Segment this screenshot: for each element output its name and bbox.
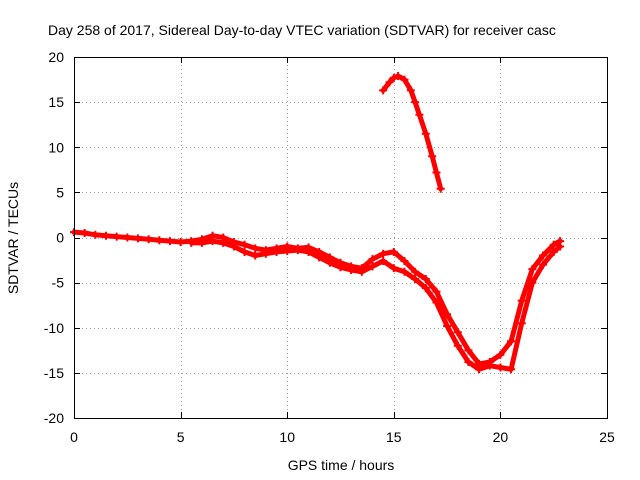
data-point xyxy=(325,258,334,267)
data-point xyxy=(549,247,558,256)
y-tick-label: -5 xyxy=(52,275,65,291)
data-point xyxy=(208,237,217,246)
data-point xyxy=(251,244,260,253)
data-point xyxy=(304,247,313,256)
y-tick-label: -20 xyxy=(44,410,64,426)
data-point xyxy=(517,319,526,328)
data-point xyxy=(336,263,345,272)
data-point xyxy=(197,238,206,247)
data-point xyxy=(315,253,324,262)
data-point xyxy=(112,232,121,241)
data-point xyxy=(453,328,462,337)
data-point xyxy=(240,240,249,249)
y-tick-label: 5 xyxy=(56,184,64,200)
data-point xyxy=(556,242,565,251)
data-point xyxy=(507,365,516,374)
x-tick-label: 15 xyxy=(386,429,402,445)
data-point xyxy=(389,247,398,256)
data-point xyxy=(421,129,430,138)
data-point xyxy=(229,242,238,251)
data-point xyxy=(496,350,505,359)
data-point xyxy=(219,238,228,247)
data-point xyxy=(368,255,377,264)
y-tick-label: 20 xyxy=(48,49,64,65)
data-point xyxy=(347,265,356,274)
data-point xyxy=(475,365,484,374)
data-point xyxy=(528,278,537,287)
x-tick-label: 20 xyxy=(493,429,509,445)
data-point xyxy=(400,256,409,265)
data-point xyxy=(283,247,292,256)
data-point xyxy=(357,267,366,276)
data-point xyxy=(389,264,398,273)
y-tick-label: 10 xyxy=(48,139,64,155)
data-point xyxy=(385,78,394,87)
data-point xyxy=(144,235,153,244)
x-tick-label: 25 xyxy=(599,429,615,445)
data-point xyxy=(389,73,398,82)
data-point xyxy=(453,341,462,350)
data-point xyxy=(428,152,437,161)
data-point xyxy=(187,238,196,247)
data-point xyxy=(485,361,494,370)
y-tick-label: 0 xyxy=(56,230,64,246)
data-point xyxy=(432,298,441,307)
data-point xyxy=(80,228,89,237)
data-point xyxy=(443,321,452,330)
data-point xyxy=(436,184,445,193)
chart-title: Day 258 of 2017, Sidereal Day-to-day VTE… xyxy=(48,22,556,38)
x-axis-label: GPS time / hours xyxy=(288,457,395,473)
data-point xyxy=(464,358,473,367)
y-axis-label: SDTVAR / TECUs xyxy=(5,182,21,294)
data-point xyxy=(432,168,441,177)
data-point xyxy=(507,337,516,346)
data-point xyxy=(379,249,388,258)
x-tick-label: 10 xyxy=(279,429,295,445)
y-tick-label: 15 xyxy=(48,94,64,110)
data-point xyxy=(539,251,548,260)
data-point xyxy=(415,110,424,119)
ticks xyxy=(74,57,608,419)
data-point xyxy=(394,71,403,80)
data-point xyxy=(464,346,473,355)
data-point xyxy=(368,262,377,271)
data-point xyxy=(411,98,420,107)
data-point xyxy=(432,287,441,296)
data-point xyxy=(133,234,142,243)
data-point xyxy=(411,275,420,284)
data-point xyxy=(101,231,110,240)
data-point xyxy=(400,267,409,276)
data-point xyxy=(528,265,537,274)
y-tick-label: -15 xyxy=(44,365,64,381)
data-point xyxy=(421,275,430,284)
data-point xyxy=(421,284,430,293)
data-point xyxy=(539,260,548,269)
data-point xyxy=(411,267,420,276)
data-point xyxy=(240,247,249,256)
data-point xyxy=(496,363,505,372)
data-point xyxy=(517,296,526,305)
tick-labels: 0 5 10 15 20 25 -20 -15 -10 -5 0 5 10 15 20 xyxy=(44,49,615,445)
data-point xyxy=(251,251,260,260)
data-point xyxy=(165,237,174,246)
data-point xyxy=(400,75,409,84)
data-point xyxy=(261,249,270,258)
data-point xyxy=(379,86,388,95)
series-layer xyxy=(70,71,565,374)
data-point xyxy=(272,247,281,256)
data-point xyxy=(91,230,100,239)
data-point xyxy=(549,240,558,249)
data-point xyxy=(155,236,164,245)
data-point xyxy=(123,233,132,242)
data-point xyxy=(379,256,388,265)
x-tick-label: 5 xyxy=(177,429,185,445)
y-tick-label: -10 xyxy=(44,320,64,336)
x-tick-label: 0 xyxy=(70,429,78,445)
data-point xyxy=(406,86,415,95)
data-point xyxy=(176,238,185,247)
data-point xyxy=(293,246,302,255)
